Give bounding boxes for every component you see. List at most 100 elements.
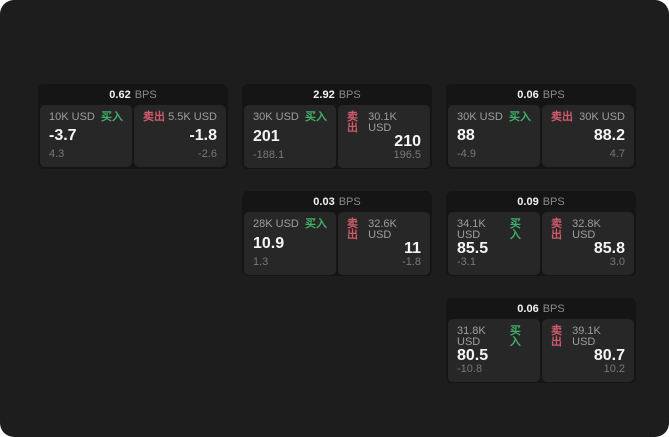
sell-panel-top: 卖出 5.5K USD xyxy=(143,112,217,123)
bps-unit-label: BPS xyxy=(542,302,565,315)
buy-price: 85.5 xyxy=(457,240,489,257)
buy-side-label: 买入 xyxy=(101,111,123,123)
sell-quote-panel[interactable]: 卖出 39.1K USD 80.7 10.2 xyxy=(542,319,634,382)
buy-panel-top: 28K USD 买入 xyxy=(253,219,327,230)
sell-price: 85.8 xyxy=(593,240,625,257)
bps-value: 0.62 xyxy=(109,88,131,101)
sell-quote-panel[interactable]: 卖出 30K USD 88.2 4.7 xyxy=(542,105,634,167)
quote-card-body: 30K USD 买入 88 -4.9 卖出 30K USD 88.2 4.7 xyxy=(446,105,636,169)
buy-price: 201 xyxy=(253,127,280,145)
buy-price: 80.5 xyxy=(457,347,489,364)
sell-side-label: 卖出 xyxy=(347,111,358,134)
sell-quote-panel[interactable]: 卖出 32.8K USD 85.8 3.0 xyxy=(542,212,634,275)
buy-amount: 30K USD xyxy=(253,111,299,123)
sell-sub-value: 196.5 xyxy=(393,149,421,161)
quote-card: 0.03 BPS 28K USD 买入 10.9 1.3 卖出 32.6K US… xyxy=(242,191,432,276)
bps-header: 0.03 BPS xyxy=(242,191,432,212)
quote-card-body: 28K USD 买入 10.9 1.3 卖出 32.6K USD 11 -1.8 xyxy=(242,212,432,276)
sell-panel-top: 卖出 30K USD xyxy=(551,112,625,123)
bps-value: 2.92 xyxy=(313,88,335,101)
bps-unit-label: BPS xyxy=(338,88,361,101)
bps-value: 0.09 xyxy=(517,195,539,208)
sell-amount: 32.6K USD xyxy=(368,218,397,241)
sell-amount: 5.5K USD xyxy=(168,111,217,123)
sell-amount: 32.8K USD xyxy=(572,218,601,241)
buy-quote-panel[interactable]: 10K USD 买入 -3.7 4.3 xyxy=(40,105,132,167)
sell-quote-panel[interactable]: 卖出 32.6K USD 11 -1.8 xyxy=(338,212,430,275)
buy-price: -3.7 xyxy=(49,127,77,144)
buy-panel-top: 30K USD 买入 xyxy=(253,112,327,123)
quote-card: 0.06 BPS 31.8K USD 买入 80.5 -10.8 卖出 39.1… xyxy=(446,298,636,383)
bps-unit-label: BPS xyxy=(542,88,565,101)
quote-card: 2.92 BPS 30K USD 买入 201 -188.1 卖出 30.1K … xyxy=(242,84,432,169)
buy-panel-top: 34.1K USD 买入 xyxy=(457,219,531,241)
bps-unit-label: BPS xyxy=(542,195,565,208)
buy-price: 10.9 xyxy=(253,234,285,252)
buy-panel-top: 30K USD 买入 xyxy=(457,112,531,123)
sell-side-label: 卖出 xyxy=(551,218,562,241)
sell-price: 210 xyxy=(394,133,421,150)
quote-card: 0.62 BPS 10K USD 买入 -3.7 4.3 卖出 5.5K USD xyxy=(38,84,228,169)
bps-value: 0.03 xyxy=(313,195,335,208)
sell-side-label: 卖出 xyxy=(551,325,562,348)
sell-price: 11 xyxy=(404,240,421,257)
buy-sub-value: -10.8 xyxy=(457,363,483,375)
buy-panel-top: 31.8K USD 买入 xyxy=(457,326,531,348)
bps-header: 0.09 BPS xyxy=(446,191,636,212)
buy-sub-value: 4.3 xyxy=(49,148,65,160)
sell-quote-panel[interactable]: 卖出 5.5K USD -1.8 -2.6 xyxy=(134,105,226,167)
buy-side-label: 买入 xyxy=(305,111,327,123)
quote-card-body: 10K USD 买入 -3.7 4.3 卖出 5.5K USD -1.8 -2.… xyxy=(38,105,228,169)
buy-quote-panel[interactable]: 28K USD 买入 10.9 1.3 xyxy=(244,212,336,275)
buy-amount: 10K USD xyxy=(49,111,95,123)
buy-quote-panel[interactable]: 34.1K USD 买入 85.5 -3.1 xyxy=(448,212,540,275)
bps-unit-label: BPS xyxy=(338,195,361,208)
buy-price: 88 xyxy=(457,127,475,144)
quote-card-grid: 0.62 BPS 10K USD 买入 -3.7 4.3 卖出 5.5K USD xyxy=(38,84,636,383)
buy-side-label: 买入 xyxy=(509,325,521,348)
buy-amount: 34.1K USD xyxy=(457,218,486,241)
buy-amount: 30K USD xyxy=(457,111,503,123)
buy-amount: 31.8K USD xyxy=(457,325,486,348)
buy-quote-panel[interactable]: 30K USD 买入 201 -188.1 xyxy=(244,105,336,168)
sell-quote-panel[interactable]: 卖出 30.1K USD 210 196.5 xyxy=(338,105,430,168)
sell-sub-value: 3.0 xyxy=(609,256,625,268)
buy-side-label: 买入 xyxy=(305,218,327,230)
buy-side-label: 买入 xyxy=(509,111,531,123)
bps-header: 0.06 BPS xyxy=(446,298,636,319)
buy-amount: 28K USD xyxy=(253,218,299,230)
bps-value: 0.06 xyxy=(517,88,539,101)
sell-panel-top: 卖出 30.1K USD xyxy=(347,112,421,134)
buy-side-label: 买入 xyxy=(509,218,521,241)
buy-quote-panel[interactable]: 31.8K USD 买入 80.5 -10.8 xyxy=(448,319,540,382)
buy-panel-top: 10K USD 买入 xyxy=(49,112,123,123)
sell-amount: 30K USD xyxy=(579,111,625,123)
bps-header: 0.06 BPS xyxy=(446,84,636,105)
buy-sub-value: -4.9 xyxy=(457,148,476,160)
bps-header: 0.62 BPS xyxy=(38,84,228,105)
sell-amount: 39.1K USD xyxy=(572,325,601,348)
buy-sub-value: -3.1 xyxy=(457,256,476,268)
sell-sub-value: -1.8 xyxy=(402,256,421,268)
buy-sub-value: -188.1 xyxy=(253,149,285,161)
sell-price: -1.8 xyxy=(189,127,217,144)
bps-value: 0.06 xyxy=(517,302,539,315)
sell-sub-value: -2.6 xyxy=(198,148,217,160)
quote-card-body: 30K USD 买入 201 -188.1 卖出 30.1K USD 210 1… xyxy=(242,105,432,169)
sell-sub-value: 4.7 xyxy=(609,148,625,160)
sell-panel-top: 卖出 39.1K USD xyxy=(551,326,625,348)
sell-panel-top: 卖出 32.6K USD xyxy=(347,219,421,241)
sell-side-label: 卖出 xyxy=(143,111,165,123)
quote-card: 0.09 BPS 34.1K USD 买入 85.5 -3.1 卖出 32.8K… xyxy=(446,191,636,276)
quote-card-body: 34.1K USD 买入 85.5 -3.1 卖出 32.8K USD 85.8… xyxy=(446,212,636,276)
buy-sub-value: 1.3 xyxy=(253,256,269,268)
quote-card-body: 31.8K USD 买入 80.5 -10.8 卖出 39.1K USD 80.… xyxy=(446,319,636,383)
sell-sub-value: 10.2 xyxy=(603,363,625,375)
sell-panel-top: 卖出 32.8K USD xyxy=(551,219,625,241)
sell-side-label: 卖出 xyxy=(347,218,358,241)
buy-quote-panel[interactable]: 30K USD 买入 88 -4.9 xyxy=(448,105,540,167)
quote-card: 0.06 BPS 30K USD 买入 88 -4.9 卖出 30K USD xyxy=(446,84,636,169)
sell-price: 88.2 xyxy=(593,127,625,144)
bps-header: 2.92 BPS xyxy=(242,84,432,105)
